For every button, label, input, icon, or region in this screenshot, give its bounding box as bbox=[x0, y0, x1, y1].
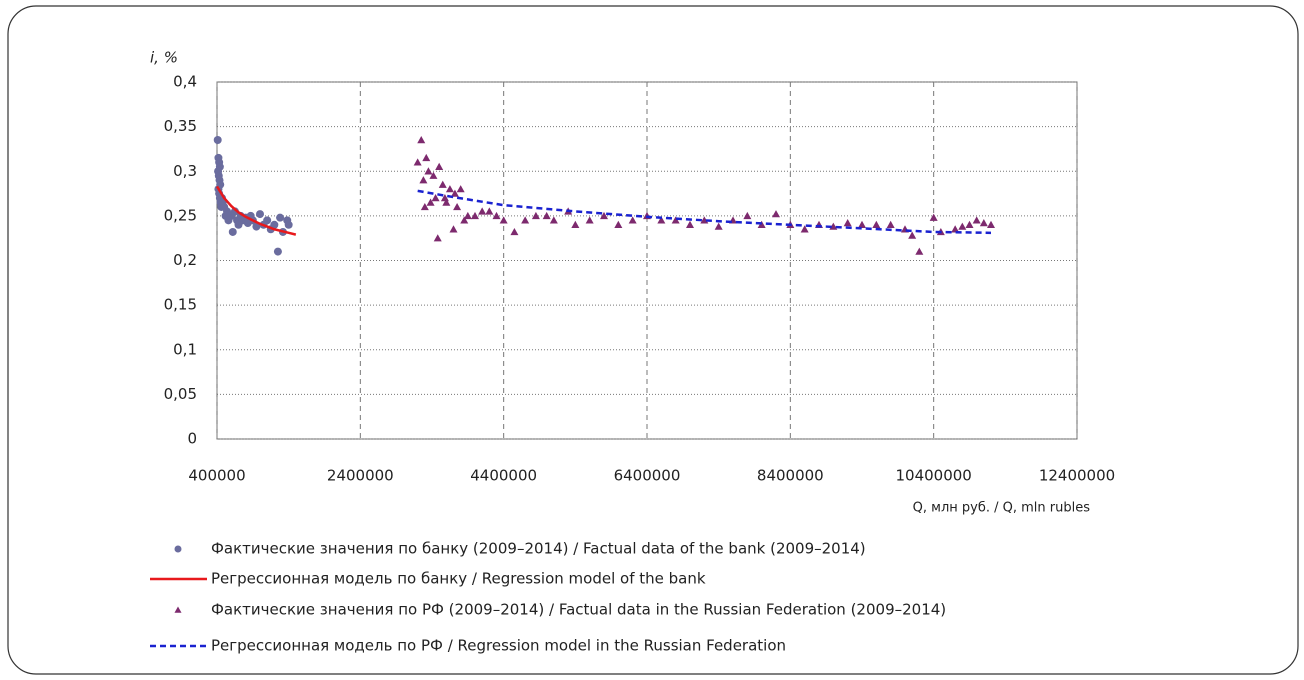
data-point bbox=[542, 211, 551, 220]
data-point bbox=[843, 219, 852, 227]
data-point bbox=[965, 220, 974, 228]
legend-label: Фактические значения по РФ (2009–2014) /… bbox=[211, 601, 946, 619]
data-point bbox=[958, 222, 967, 230]
data-point bbox=[450, 189, 459, 197]
data-point bbox=[686, 220, 694, 228]
data-point bbox=[438, 180, 447, 188]
x-tick-label: 12400000 bbox=[1039, 467, 1115, 485]
y-tick-label: 0,4 bbox=[173, 73, 197, 91]
data-point bbox=[252, 222, 261, 231]
data-point bbox=[671, 216, 680, 224]
legend-marker bbox=[174, 545, 182, 553]
y-axis-label: i, % bbox=[150, 49, 178, 67]
data-point bbox=[510, 227, 519, 236]
data-point bbox=[951, 225, 960, 233]
data-point bbox=[700, 216, 709, 224]
data-point bbox=[435, 162, 444, 170]
data-point bbox=[228, 227, 237, 236]
x-tick-label: 8400000 bbox=[757, 467, 824, 485]
data-point bbox=[442, 198, 451, 206]
data-point bbox=[800, 225, 809, 233]
regression-line bbox=[215, 185, 297, 236]
data-point bbox=[972, 216, 981, 224]
x-tick-label: 10400000 bbox=[895, 467, 971, 485]
data-point bbox=[628, 216, 637, 224]
y-tick-label: 0,1 bbox=[173, 340, 197, 358]
data-point bbox=[531, 211, 540, 220]
y-tick-label: 0,25 bbox=[164, 206, 197, 224]
data-point bbox=[460, 216, 469, 224]
legend-marker bbox=[174, 606, 182, 613]
data-point bbox=[886, 220, 895, 228]
data-point bbox=[431, 194, 440, 202]
data-point bbox=[614, 220, 623, 228]
data-point bbox=[499, 216, 508, 224]
data-point bbox=[478, 207, 487, 215]
data-point bbox=[426, 198, 435, 206]
data-point bbox=[471, 211, 479, 220]
data-point bbox=[929, 213, 938, 221]
legend-label: Фактические значения по банку (2009–2014… bbox=[211, 540, 866, 558]
regression-line bbox=[417, 189, 992, 235]
y-tick-label: 0,2 bbox=[173, 251, 197, 269]
data-point bbox=[858, 220, 866, 228]
data-point bbox=[987, 220, 995, 228]
data-point bbox=[714, 222, 723, 230]
data-point bbox=[284, 220, 293, 229]
data-point bbox=[743, 211, 752, 220]
data-point bbox=[263, 216, 272, 225]
x-tick-label: 2400000 bbox=[327, 467, 394, 485]
y-tick-label: 0,35 bbox=[164, 117, 197, 135]
y-tick-label: 0,15 bbox=[164, 296, 197, 314]
data-point bbox=[585, 216, 594, 224]
data-point bbox=[273, 247, 282, 256]
data-point bbox=[772, 210, 780, 218]
x-tick-label: 6400000 bbox=[614, 467, 681, 485]
data-point bbox=[419, 176, 428, 184]
data-point bbox=[463, 211, 472, 220]
data-point bbox=[571, 220, 580, 228]
data-point bbox=[456, 185, 465, 193]
x-axis-label: Q, млн руб. / Q, mln rubles bbox=[913, 501, 1091, 516]
data-point bbox=[417, 136, 426, 144]
x-tick-label: 400000 bbox=[188, 467, 245, 485]
data-point bbox=[492, 211, 501, 220]
y-tick-label: 0,05 bbox=[164, 385, 197, 403]
data-point bbox=[422, 153, 431, 162]
data-point bbox=[213, 136, 222, 145]
x-tick-label: 4400000 bbox=[470, 467, 537, 485]
data-point bbox=[256, 210, 264, 219]
legend-label: Регрессионная модель по РФ / Regression … bbox=[211, 637, 786, 655]
data-point bbox=[270, 220, 279, 229]
data-point bbox=[453, 202, 462, 211]
data-point bbox=[429, 171, 438, 179]
y-tick-label: 0,3 bbox=[173, 162, 197, 180]
data-point bbox=[657, 216, 666, 224]
data-point bbox=[915, 247, 924, 255]
data-point bbox=[413, 158, 422, 166]
data-point bbox=[440, 194, 449, 202]
data-point bbox=[979, 219, 988, 227]
data-point bbox=[420, 202, 429, 211]
data-point bbox=[485, 207, 494, 215]
data-point bbox=[445, 185, 454, 193]
data-point bbox=[908, 231, 917, 239]
legend-label: Регрессионная модель по банку / Regressi… bbox=[211, 570, 706, 588]
data-point bbox=[872, 220, 881, 228]
data-point bbox=[433, 234, 442, 242]
data-point bbox=[424, 167, 433, 175]
data-point bbox=[549, 216, 558, 224]
data-point bbox=[521, 216, 530, 224]
data-point bbox=[600, 211, 608, 220]
y-tick-label: 0 bbox=[187, 430, 197, 448]
data-point bbox=[276, 213, 285, 222]
data-point bbox=[449, 225, 458, 233]
frame bbox=[7, 5, 1299, 675]
